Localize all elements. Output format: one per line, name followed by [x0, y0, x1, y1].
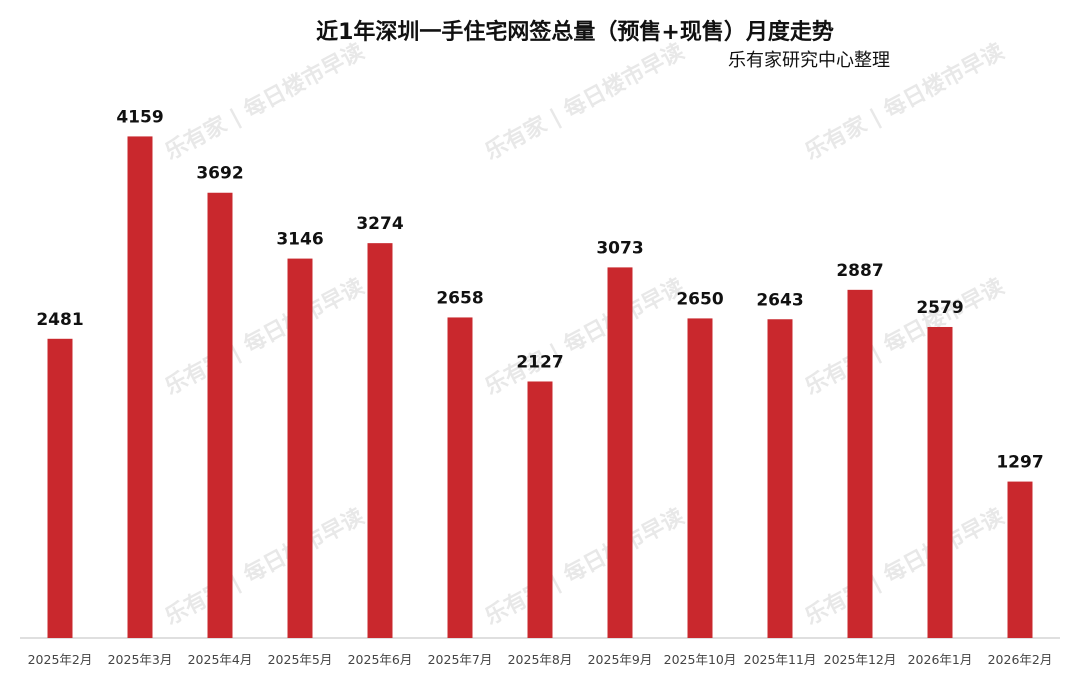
- bar: [47, 338, 73, 638]
- bar: [127, 136, 153, 638]
- bar: [687, 318, 713, 638]
- x-tick-label: 2025年5月: [268, 652, 333, 667]
- watermark: 乐有家 | 每日楼市早读: [481, 503, 689, 630]
- data-label: 2643: [756, 290, 803, 310]
- x-tick-label: 2026年2月: [988, 652, 1053, 667]
- watermark: 乐有家 | 每日楼市早读: [801, 503, 1009, 630]
- bar-series: [47, 136, 1033, 639]
- data-label: 3073: [596, 238, 643, 258]
- watermark: 乐有家 | 每日楼市早读: [161, 273, 369, 400]
- bar: [367, 243, 393, 639]
- bar: [287, 258, 313, 638]
- data-label: 1297: [996, 453, 1043, 473]
- chart-subtitle: 乐有家研究中心整理: [728, 50, 890, 71]
- bar: [447, 317, 473, 638]
- data-label: 2658: [436, 288, 483, 308]
- watermark: 乐有家 | 每日楼市早读: [161, 38, 369, 165]
- data-label: 2579: [916, 298, 963, 318]
- watermark: 乐有家 | 每日楼市早读: [801, 273, 1009, 400]
- data-label: 2887: [836, 261, 883, 281]
- x-tick-label: 2025年8月: [508, 652, 573, 667]
- x-tick-labels: 2025年2月 2025年3月 2025年4月 2025年5月 2025年6月 2025年…: [28, 652, 1053, 667]
- data-label: 3146: [276, 230, 323, 250]
- bar: [847, 289, 873, 638]
- bar: [207, 192, 233, 638]
- data-label: 2650: [676, 289, 723, 309]
- data-label: 2481: [36, 310, 83, 330]
- watermark: 乐有家 | 每日楼市早读: [481, 38, 689, 165]
- x-tick-label: 2025年6月: [348, 652, 413, 667]
- data-label: 2127: [516, 352, 563, 372]
- bar: [767, 319, 793, 638]
- watermark: 乐有家 | 每日楼市早读: [481, 273, 689, 400]
- x-tick-label: 2025年10月: [664, 652, 737, 667]
- bar: [1007, 481, 1033, 638]
- watermark: 乐有家 | 每日楼市早读: [161, 503, 369, 630]
- x-tick-label: 2025年11月: [744, 652, 817, 667]
- x-tick-label: 2025年7月: [428, 652, 493, 667]
- x-tick-label: 2026年1月: [908, 652, 973, 667]
- x-tick-label: 2025年2月: [28, 652, 93, 667]
- value-labels: 2481 4159 3692 3146 3274 2658 2127 3073 2650 2643…: [36, 107, 1043, 472]
- x-tick-label: 2025年4月: [188, 652, 253, 667]
- x-tick-label: 2025年3月: [108, 652, 173, 667]
- x-tick-label: 2025年12月: [824, 652, 897, 667]
- x-tick-label: 2025年9月: [588, 652, 653, 667]
- bar: [927, 326, 953, 638]
- bar: [527, 381, 553, 638]
- data-label: 3274: [356, 214, 403, 234]
- data-label: 3692: [196, 164, 243, 184]
- chart-title: 近1年深圳一手住宅网签总量（预售+现售）月度走势: [316, 20, 834, 45]
- data-label: 4159: [116, 107, 163, 127]
- bar: [607, 267, 633, 638]
- watermark: 乐有家 | 每日楼市早读: [801, 38, 1009, 165]
